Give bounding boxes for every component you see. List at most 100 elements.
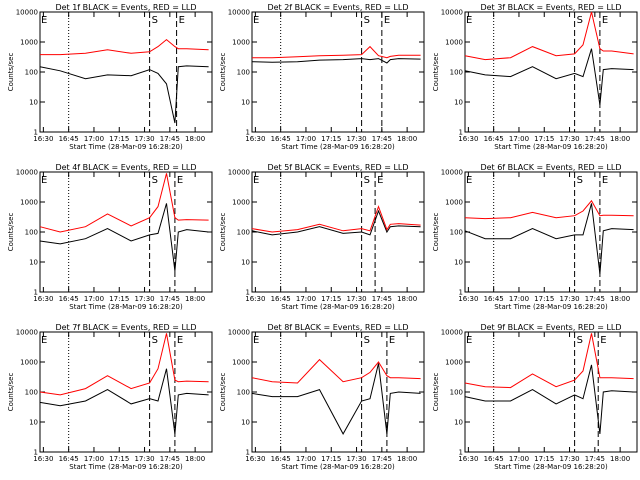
y-axis-label: Counts/sec	[219, 53, 227, 92]
start-marker-label: S	[577, 15, 583, 26]
x-tick-label: 16:45	[59, 135, 79, 143]
x-tick-label: 17:15	[534, 135, 554, 143]
x-tick-label: 18:00	[185, 295, 205, 303]
chart-panel: Det 1f BLACK = Events, RED = LLD 1 10 100 10…	[7, 3, 213, 151]
series-line-events	[39, 65, 209, 124]
x-tick-label: 17:00	[296, 135, 316, 143]
y-tick-label: 10000	[228, 329, 250, 337]
x-tick-label: 16:45	[271, 295, 291, 303]
series-line-lld	[251, 358, 421, 384]
series-line-lld	[464, 11, 634, 61]
chart-title: Det 2f BLACK = Events, RED = LLD	[267, 3, 408, 12]
x-tick-label: 16:30	[33, 295, 53, 303]
end-marker-label: E	[602, 15, 608, 26]
end-marker-label: E	[600, 335, 606, 346]
chart-panel: Det 8f BLACK = Events, RED = LLD 1 10 100 10…	[219, 323, 425, 471]
y-axis-label: Counts/sec	[432, 213, 440, 252]
x-axis-label: Start Time (28-Mar-09 16:28:20)	[281, 143, 395, 151]
x-axis-label: Start Time (28-Mar-09 16:28:20)	[494, 303, 608, 311]
plot-frame	[39, 331, 213, 453]
y-tick-label: 10000	[441, 329, 463, 337]
chart-panel: Det 9f BLACK = Events, RED = LLD 1 10 100 10…	[432, 323, 638, 471]
x-tick-label: 18:00	[185, 135, 205, 143]
x-axis-label: Start Time (28-Mar-09 16:28:20)	[69, 143, 183, 151]
end-marker-label: E	[177, 335, 183, 346]
y-tick-label: 10	[454, 419, 463, 427]
y-tick-label: 100	[237, 69, 250, 77]
x-tick-label: 16:45	[484, 455, 504, 463]
x-tick-label: 17:00	[509, 135, 529, 143]
y-tick-label: 1000	[20, 199, 38, 207]
left-marker-label: E	[253, 175, 259, 186]
y-tick-label: 1	[246, 129, 250, 137]
left-marker-label: E	[41, 15, 47, 26]
y-tick-label: 1	[34, 449, 38, 457]
chart-title: Det 9f BLACK = Events, RED = LLD	[480, 323, 621, 332]
x-tick-label: 16:45	[59, 295, 79, 303]
x-tick-label: 16:45	[271, 455, 291, 463]
chart-panel: Det 5f BLACK = Events, RED = LLD 1 10 100 10…	[219, 163, 425, 311]
y-axis-label: Counts/sec	[219, 213, 227, 252]
series-line-events	[464, 364, 634, 434]
x-tick-label: 16:45	[484, 295, 504, 303]
x-tick-label: 17:00	[296, 295, 316, 303]
series-line-events	[251, 209, 421, 236]
series-line-events	[464, 48, 634, 105]
chart-panel: Det 2f BLACK = Events, RED = LLD 1 10 100 10…	[219, 3, 425, 151]
y-tick-label: 10	[241, 99, 250, 107]
chart-title: Det 5f BLACK = Events, RED = LLD	[267, 163, 408, 172]
y-tick-label: 10000	[228, 9, 250, 17]
y-tick-label: 1	[459, 449, 463, 457]
y-axis-label: Counts/sec	[219, 373, 227, 412]
x-tick-label: 17:45	[585, 455, 605, 463]
plot-frame	[464, 331, 638, 453]
series-line-lld	[252, 45, 421, 59]
y-tick-label: 10	[454, 259, 463, 267]
x-tick-label: 18:00	[397, 295, 417, 303]
x-tick-label: 17:15	[534, 455, 554, 463]
x-tick-label: 18:00	[397, 455, 417, 463]
series-line-events	[39, 368, 209, 434]
end-marker-label: E	[384, 15, 390, 26]
chart-title: Det 4f BLACK = Events, RED = LLD	[55, 163, 196, 172]
plot-frame	[464, 171, 638, 293]
chart-panel: Det 4f BLACK = Events, RED = LLD 1 10 100 10…	[7, 163, 213, 311]
chart-title: Det 7f BLACK = Events, RED = LLD	[55, 323, 196, 332]
series-line-lld	[39, 333, 209, 396]
plot-frame	[251, 11, 425, 133]
series-line-lld	[464, 333, 634, 389]
x-tick-label: 17:15	[109, 135, 129, 143]
series-line-lld	[40, 38, 209, 56]
left-marker-label: E	[253, 335, 259, 346]
x-tick-label: 17:15	[109, 455, 129, 463]
y-tick-label: 100	[237, 389, 250, 397]
x-tick-label: 17:30	[134, 135, 154, 143]
x-tick-label: 17:30	[346, 455, 366, 463]
y-tick-label: 100	[450, 389, 463, 397]
series-line-events	[464, 203, 634, 274]
y-axis-label: Counts/sec	[432, 53, 440, 92]
y-tick-label: 100	[450, 69, 463, 77]
x-tick-label: 17:00	[296, 455, 316, 463]
x-tick-label: 18:00	[610, 295, 630, 303]
series-line-lld	[251, 205, 421, 233]
y-tick-label: 100	[25, 229, 38, 237]
x-axis-label: Start Time (28-Mar-09 16:28:20)	[69, 463, 183, 471]
series-line-lld	[39, 173, 209, 233]
x-tick-label: 17:45	[585, 135, 605, 143]
x-tick-label: 16:30	[245, 295, 265, 303]
x-tick-label: 17:45	[372, 295, 392, 303]
x-tick-label: 17:30	[559, 135, 579, 143]
y-tick-label: 1	[34, 129, 38, 137]
x-axis-label: Start Time (28-Mar-09 16:28:20)	[69, 303, 183, 311]
x-tick-label: 17:45	[160, 455, 180, 463]
series-line-events	[251, 58, 421, 64]
x-tick-label: 17:45	[585, 295, 605, 303]
chart-title: Det 8f BLACK = Events, RED = LLD	[267, 323, 408, 332]
y-axis-label: Counts/sec	[7, 373, 15, 412]
y-tick-label: 1000	[232, 199, 250, 207]
x-tick-label: 18:00	[610, 455, 630, 463]
start-marker-label: S	[152, 15, 158, 26]
y-tick-label: 1	[459, 289, 463, 297]
y-tick-label: 1000	[445, 39, 463, 47]
